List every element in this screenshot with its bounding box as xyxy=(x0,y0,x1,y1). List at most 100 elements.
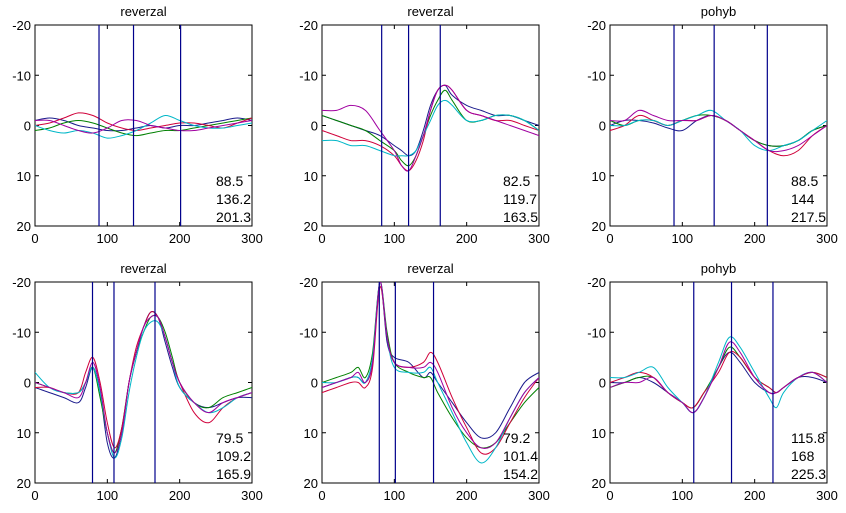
series-group xyxy=(610,109,827,157)
y-tick-label: 20 xyxy=(17,219,31,234)
x-tick-label: 0 xyxy=(318,231,325,246)
series-line-magenta xyxy=(35,314,252,454)
latency-annotation: 217.5 xyxy=(791,209,826,225)
series-line-magenta xyxy=(35,119,252,134)
x-tick-label: 300 xyxy=(241,488,263,503)
y-tick-label: -20 xyxy=(12,275,31,290)
plot-area xyxy=(34,24,253,227)
x-tick-label: 200 xyxy=(744,488,766,503)
series-group xyxy=(610,336,827,414)
plot-area xyxy=(609,24,828,227)
series-line-magenta xyxy=(322,282,539,449)
plot-area xyxy=(34,281,253,484)
latency-annotation: 119.7 xyxy=(503,191,537,207)
y-tick-label: 0 xyxy=(311,376,318,391)
series-group xyxy=(322,84,539,172)
series-line-red xyxy=(35,311,252,449)
series-line-magenta xyxy=(610,341,827,414)
chart-title: pohyb xyxy=(701,261,736,276)
x-tick-label: 0 xyxy=(606,231,613,246)
x-tick-label: 300 xyxy=(528,488,550,503)
y-tick-label: -20 xyxy=(299,18,318,33)
series-line-cyan xyxy=(322,282,539,464)
y-tick-label: -20 xyxy=(587,18,606,33)
y-tick-label: 20 xyxy=(304,219,318,234)
y-tick-label: 10 xyxy=(17,169,31,184)
x-tick-label: 0 xyxy=(606,488,613,503)
series-line-green xyxy=(35,117,252,137)
x-tick-label: 200 xyxy=(456,488,478,503)
plot-area xyxy=(321,24,540,227)
latency-annotation: 101.4 xyxy=(503,448,538,464)
latency-annotation: 225.3 xyxy=(791,466,826,482)
x-tick-label: 300 xyxy=(528,231,550,246)
y-tick-label: 0 xyxy=(24,119,31,134)
latency-annotation: 115.8 xyxy=(791,430,825,446)
y-tick-label: -10 xyxy=(299,325,318,340)
x-tick-label: 100 xyxy=(383,231,405,246)
y-tick-label: 20 xyxy=(592,476,606,491)
chart-title: reverzal xyxy=(407,4,453,19)
latency-annotation: 154.2 xyxy=(503,466,538,482)
series-line-cyan xyxy=(35,114,252,139)
chart-title: pohyb xyxy=(701,4,736,19)
series-line-red xyxy=(322,286,539,455)
latency-annotation: 163.5 xyxy=(503,209,538,225)
x-tick-label: 0 xyxy=(318,488,325,503)
y-tick-label: 10 xyxy=(592,426,606,441)
y-tick-label: 10 xyxy=(304,169,318,184)
x-tick-label: 100 xyxy=(96,488,118,503)
x-tick-label: 0 xyxy=(31,488,38,503)
x-tick-label: 100 xyxy=(383,488,405,503)
x-tick-label: 200 xyxy=(169,488,191,503)
y-tick-label: -10 xyxy=(587,325,606,340)
y-tick-label: 0 xyxy=(311,119,318,134)
y-tick-label: -10 xyxy=(299,68,318,83)
latency-annotation: 88.5 xyxy=(216,173,243,189)
latency-annotation: 82.5 xyxy=(503,173,530,189)
x-tick-label: 100 xyxy=(671,488,693,503)
y-tick-label: -20 xyxy=(299,275,318,290)
y-tick-label: -10 xyxy=(587,68,606,83)
y-tick-label: -20 xyxy=(587,275,606,290)
y-tick-label: 20 xyxy=(592,219,606,234)
x-tick-label: 100 xyxy=(671,231,693,246)
latency-annotation: 79.2 xyxy=(503,430,530,446)
series-line-cyan xyxy=(610,109,827,152)
x-tick-label: 200 xyxy=(456,231,478,246)
latency-annotation: 168 xyxy=(791,448,815,464)
series-group xyxy=(35,112,252,139)
x-tick-label: 200 xyxy=(744,231,766,246)
series-line-magenta xyxy=(610,109,827,153)
x-tick-label: 300 xyxy=(816,488,838,503)
chart-title: reverzal xyxy=(120,261,166,276)
latency-annotation: 201.3 xyxy=(216,209,251,225)
y-tick-label: 20 xyxy=(17,476,31,491)
x-tick-label: 200 xyxy=(169,231,191,246)
latency-annotation: 109.2 xyxy=(216,448,251,464)
latency-annotation: 88.5 xyxy=(791,173,818,189)
y-tick-label: 10 xyxy=(592,169,606,184)
latency-annotation: 136.2 xyxy=(216,191,251,207)
x-tick-label: 0 xyxy=(31,231,38,246)
x-tick-label: 300 xyxy=(816,231,838,246)
y-tick-label: 10 xyxy=(304,426,318,441)
x-tick-label: 100 xyxy=(96,231,118,246)
chart-title: reverzal xyxy=(407,261,453,276)
series-group xyxy=(322,282,539,464)
y-tick-label: 20 xyxy=(304,476,318,491)
y-tick-label: 0 xyxy=(599,119,606,134)
series-line-cyan xyxy=(322,99,539,157)
series-line-cyan xyxy=(610,336,827,414)
series-line-magenta xyxy=(322,84,539,172)
y-tick-label: 0 xyxy=(599,376,606,391)
y-tick-label: 10 xyxy=(17,426,31,441)
latency-annotation: 79.5 xyxy=(216,430,243,446)
